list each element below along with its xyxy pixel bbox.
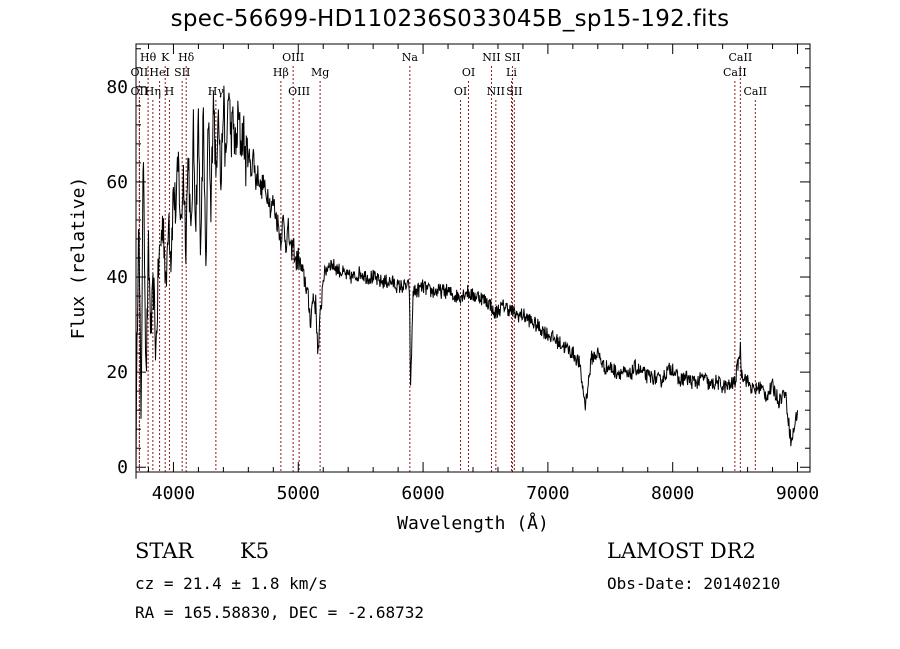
chart-title: spec-56699-HD110236S033045B_sp15-192.fit… [170, 6, 730, 32]
coordinates: RA = 165.58830, DEC = -2.68732 [135, 603, 424, 622]
spectral-line-label: SII [504, 51, 520, 64]
y-tick-label: 40 [106, 267, 128, 288]
spectral-line-label: OIII [288, 85, 310, 98]
spectral-line-label: K [161, 51, 170, 64]
spectral-line-label: Hδ [178, 51, 195, 64]
spectral-line-label: HeI [149, 66, 169, 79]
spectral-line-label: OII [131, 85, 149, 98]
spectral-line-label: H [165, 85, 175, 98]
spectral-line-label: SII [506, 85, 522, 98]
x-tick-label: 6000 [401, 483, 444, 504]
object-subclass: K5 [240, 539, 270, 563]
spectral-line-label: Hη [145, 85, 161, 98]
spectral-line-label: SII [174, 66, 190, 79]
object-class: STAR [135, 539, 194, 563]
spectral-line-label: Na [402, 51, 419, 64]
y-tick-label: 0 [117, 457, 128, 478]
spectral-line-label: CaII [743, 85, 767, 98]
redshift-cz: cz = 21.4 ± 1.8 km/s [135, 574, 328, 593]
y-axis-label: Flux (relative) [68, 177, 89, 340]
spectral-line-label: CaII [723, 66, 747, 79]
spectrum-line [135, 85, 798, 479]
observation-date: Obs-Date: 20140210 [607, 574, 781, 593]
x-tick-label: 7000 [526, 483, 569, 504]
spectral-line-label: Hβ [273, 66, 289, 79]
spectral-line-label: NII [482, 51, 500, 64]
y-tick-label: 20 [106, 362, 128, 383]
survey-name: LAMOST DR2 [607, 539, 756, 563]
y-tick-label: 60 [106, 172, 128, 193]
spectral-line-label: Li [506, 66, 517, 79]
spectral-line-label: Hθ [140, 51, 157, 64]
spectral-line-label: CaII [729, 51, 753, 64]
spectral-line-label: OIII [282, 51, 304, 64]
x-tick-label: 9000 [776, 483, 819, 504]
y-tick-label: 80 [106, 77, 128, 98]
spectral-line-label: Hγ [208, 85, 225, 98]
plot-frame [135, 43, 811, 473]
x-axis-label: Wavelength (Å) [397, 512, 549, 534]
spectral-line-label: OII [131, 66, 149, 79]
spectral-line-label: OI [462, 66, 475, 79]
spectral-line-label: Mg [311, 66, 329, 79]
x-tick-label: 4000 [152, 483, 195, 504]
spectral-line-label: NII [487, 85, 505, 98]
spectral-line-label: OI [454, 85, 467, 98]
x-tick-label: 5000 [277, 483, 320, 504]
x-tick-label: 8000 [651, 483, 694, 504]
